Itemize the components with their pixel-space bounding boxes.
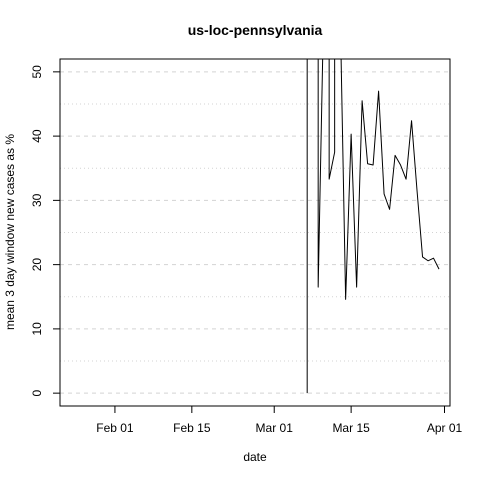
x-tick-label: Apr 01 [427,421,463,435]
y-tick-label: 20 [30,258,44,272]
y-tick-label: 0 [30,389,44,396]
y-tick-label: 50 [30,65,44,79]
x-tick-label: Mar 15 [332,421,370,435]
y-axis-title: mean 3 day window new cases as % [3,134,17,330]
x-axis: Feb 01 Feb 15 Mar 01 Mar 15 Apr 01 [96,405,463,435]
y-tick-label: 10 [30,322,44,336]
chart-title: us-loc-pennsylvania [188,22,323,38]
y-tick-label: 30 [30,193,44,207]
x-tick-label: Mar 01 [256,421,294,435]
x-tick-label: Feb 01 [96,421,134,435]
x-axis-title: date [243,450,267,464]
y-axis: 0 10 20 30 40 50 [30,65,61,396]
x-tick-label: Feb 15 [173,421,211,435]
plot-frame [59,58,451,407]
grid [60,71,450,394]
series-line-0 [306,59,440,394]
series-layer [306,59,440,394]
y-tick-label: 40 [30,129,44,143]
